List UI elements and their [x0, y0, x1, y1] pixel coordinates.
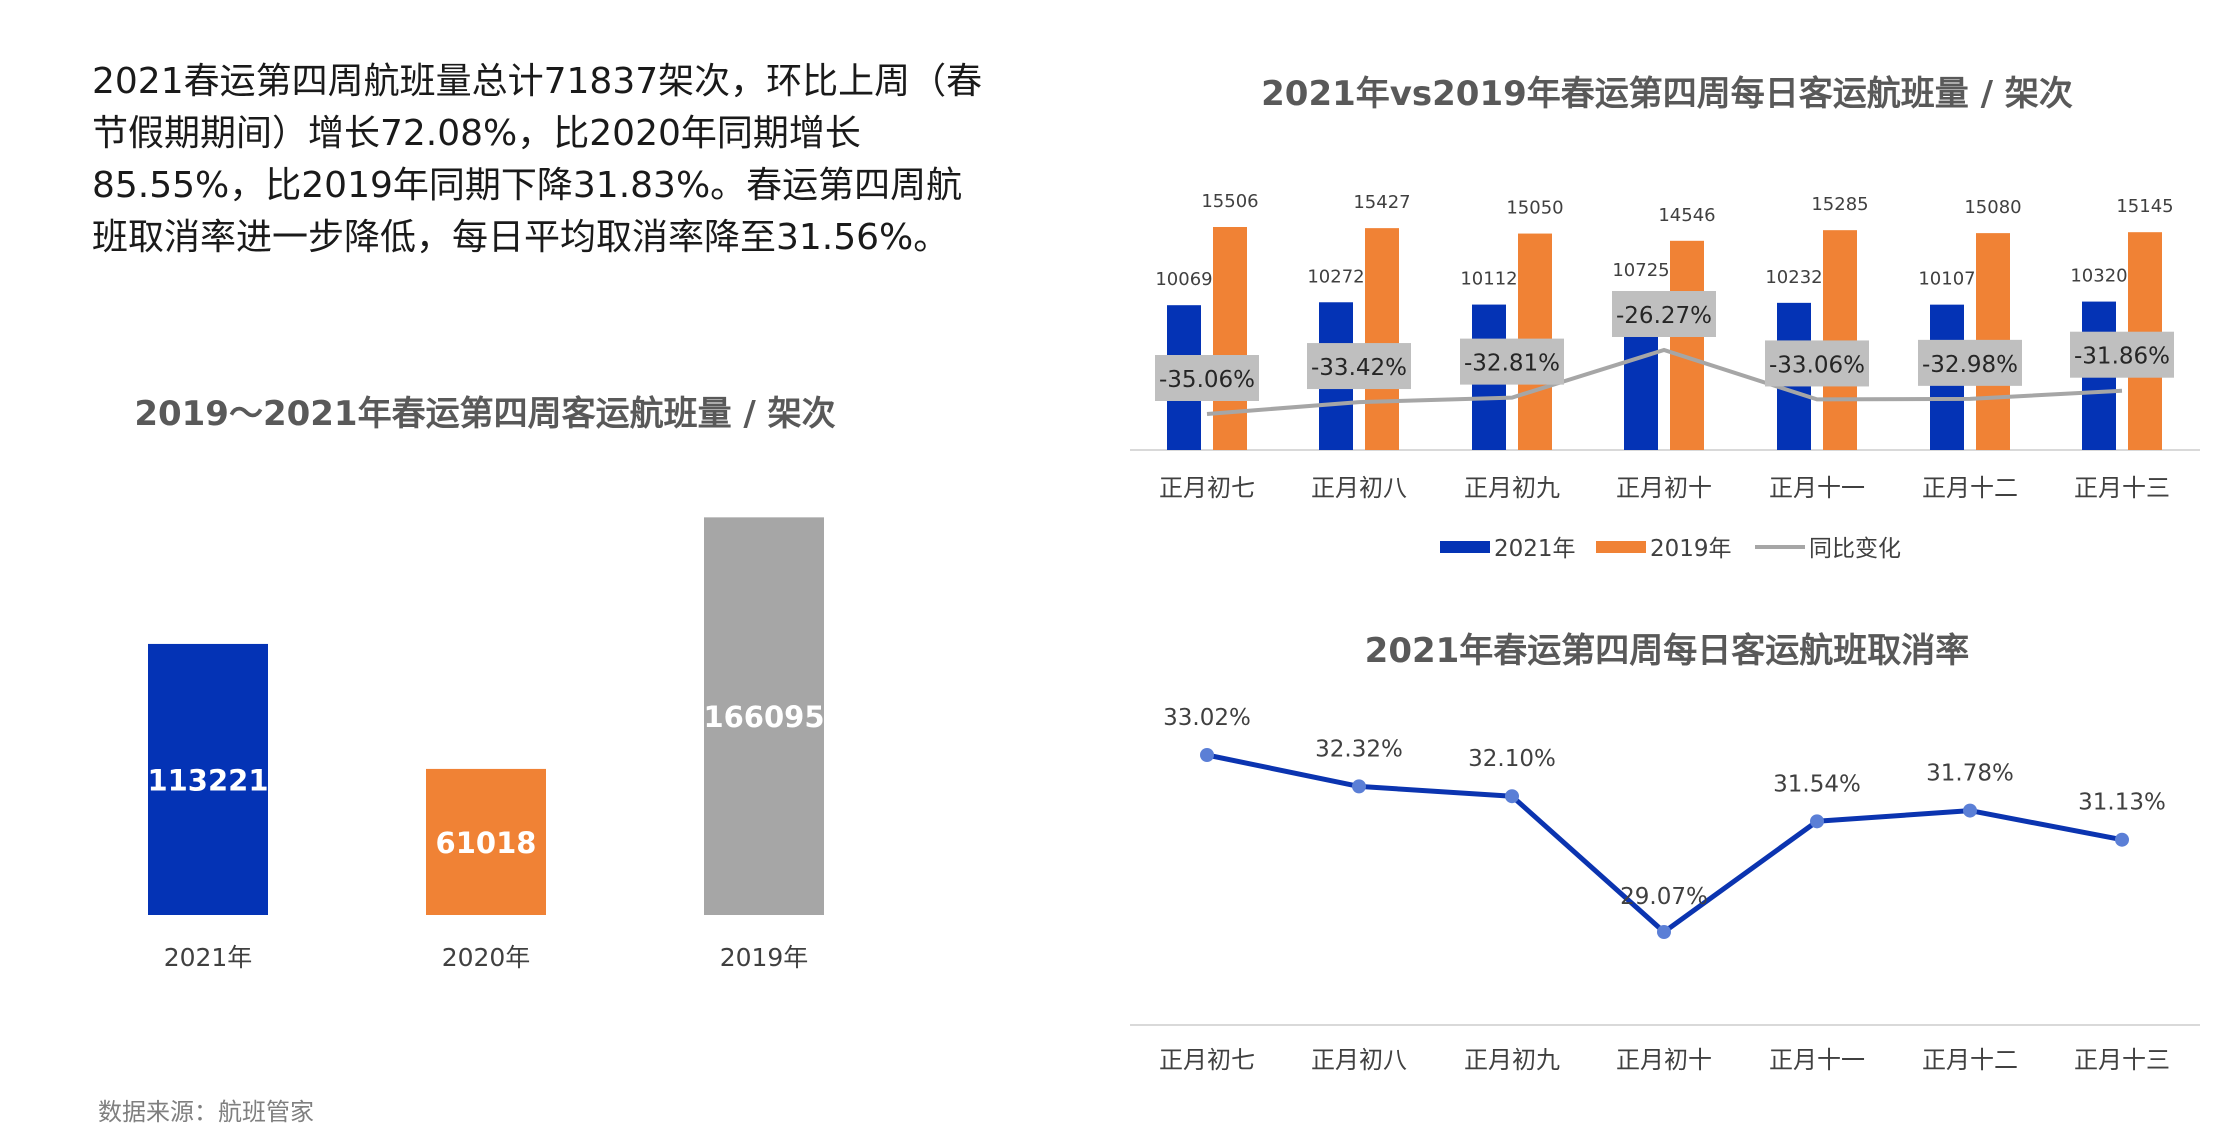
chart2-title: 2021年vs2019年春运第四周每日客运航班量 / 架次 [1261, 74, 2073, 114]
chart3-category-label: 正月十二 [1922, 1046, 2018, 1074]
chart2-label-2019: 14546 [1658, 205, 1715, 226]
chart3-value-label: 32.10% [1468, 746, 1556, 772]
chart2-change-label: -26.27% [1616, 303, 1712, 329]
chart2-label-2021: 10320 [2070, 266, 2127, 287]
total-flights-bar-chart: 2019～2021年春运第四周客运航班量 / 架次 113221 2021年 6101… [134, 394, 835, 972]
chart2-change-label-box [1918, 339, 2022, 386]
chart2-change-label-box [2070, 331, 2174, 378]
chart2-label-2019: 15506 [1201, 191, 1258, 212]
chart3-category-label: 正月初八 [1311, 1046, 1407, 1074]
chart1-bar [704, 517, 824, 915]
chart2-legend-label: 2021年 [1494, 536, 1576, 562]
chart2-bar-2019 [1213, 227, 1247, 450]
chart3-point [1505, 789, 1519, 804]
chart2-label-2019: 15427 [1353, 192, 1410, 213]
chart2-label-2021: 10107 [1918, 269, 1975, 290]
chart3-value-label: 31.54% [1773, 771, 1861, 797]
chart3-point [1200, 748, 1214, 762]
chart3-value-label: 31.13% [2078, 790, 2166, 816]
chart2-bar-2019 [1823, 230, 1857, 450]
chart2-change-line [1206, 347, 2123, 416]
chart3-value-label: 33.02% [1163, 705, 1251, 731]
chart3-category-label: 正月初七 [1159, 1046, 1255, 1074]
intro-paragraph: 2021春运第四周航班量总计71837架次，环比上周（春节假期期间）增长72.0… [92, 61, 983, 258]
chart3-point [1963, 803, 1977, 818]
chart1-value-label: 61018 [436, 826, 537, 860]
chart3-point [2115, 832, 2129, 847]
chart2-category-label: 正月十二 [1922, 474, 2018, 502]
chart2-legend-swatch [1596, 541, 1646, 553]
chart2-change-label: -33.06% [1769, 352, 1865, 378]
chart3-category-label: 正月十一 [1769, 1046, 1865, 1074]
chart3-point [1657, 925, 1671, 939]
chart1-title: 2019～2021年春运第四周客运航班量 / 架次 [134, 394, 835, 434]
chart2-change-label: -32.81% [1464, 351, 1560, 377]
chart2-category-label: 正月初九 [1464, 474, 1560, 502]
chart2-label-2021: 10725 [1612, 260, 1669, 281]
chart2-bar-2019 [1670, 240, 1704, 450]
chart2-change-label: -35.06% [1159, 367, 1255, 393]
chart3-point [1810, 814, 1824, 829]
chart3-value-label: 31.78% [1926, 761, 2014, 787]
chart2-change-label: -31.86% [2074, 344, 2170, 370]
chart3-category-label: 正月初九 [1464, 1046, 1560, 1074]
chart2-legend-label: 同比变化 [1809, 536, 1901, 562]
chart3-title: 2021年春运第四周每日客运航班取消率 [1365, 631, 1970, 671]
chart1-value-label: 113221 [147, 763, 268, 797]
chart2-category-label: 正月初七 [1159, 474, 1255, 502]
chart2-change-label-box [1155, 355, 1259, 401]
chart2-change-label-box [1612, 291, 1716, 337]
chart2-label-2019: 15285 [1811, 194, 1868, 215]
chart2-label-2019: 15080 [1964, 197, 2021, 218]
chart2-legend-swatch [1440, 541, 1490, 553]
chart2-legend-label: 2019年 [1650, 536, 1732, 562]
chart1-bar [426, 768, 546, 915]
chart2-label-2019: 15145 [2116, 196, 2173, 217]
chart2-category-label: 正月十一 [1769, 474, 1865, 502]
chart2-change-label: -33.42% [1311, 355, 1407, 381]
chart2-label-2019: 15050 [1506, 198, 1563, 219]
data-source: 数据来源：航班管家 [98, 1098, 314, 1126]
chart3-point [1352, 779, 1366, 794]
chart1-category-label: 2021年 [164, 943, 253, 972]
chart3-value-label: 32.32% [1315, 736, 1403, 762]
chart1-value-label: 166095 [703, 700, 824, 734]
chart2-bar-2019 [1365, 228, 1399, 450]
chart2-change-label-box [1307, 343, 1411, 390]
chart2-change-label-box [1765, 340, 1869, 387]
chart3-category-label: 正月十三 [2074, 1046, 2170, 1074]
chart1-category-label: 2019年 [720, 943, 809, 972]
chart3-category-label: 正月初十 [1616, 1046, 1712, 1074]
chart2-label-2021: 10112 [1460, 269, 1517, 290]
chart2-change-label: -32.98% [1922, 352, 2018, 378]
chart2-change-label-box [1460, 338, 1564, 385]
chart1-category-label: 2020年 [442, 943, 531, 972]
chart1-bar [148, 643, 268, 915]
chart2-label-2021: 10232 [1765, 267, 1822, 288]
chart2-category-label: 正月初八 [1311, 474, 1407, 502]
chart2-label-2021: 10272 [1307, 266, 1364, 287]
chart2-label-2021: 10069 [1155, 269, 1212, 290]
chart2-category-label: 正月十三 [2074, 474, 2170, 502]
chart2-category-label: 正月初十 [1616, 474, 1712, 502]
chart3-value-label: 29.07% [1620, 884, 1708, 910]
